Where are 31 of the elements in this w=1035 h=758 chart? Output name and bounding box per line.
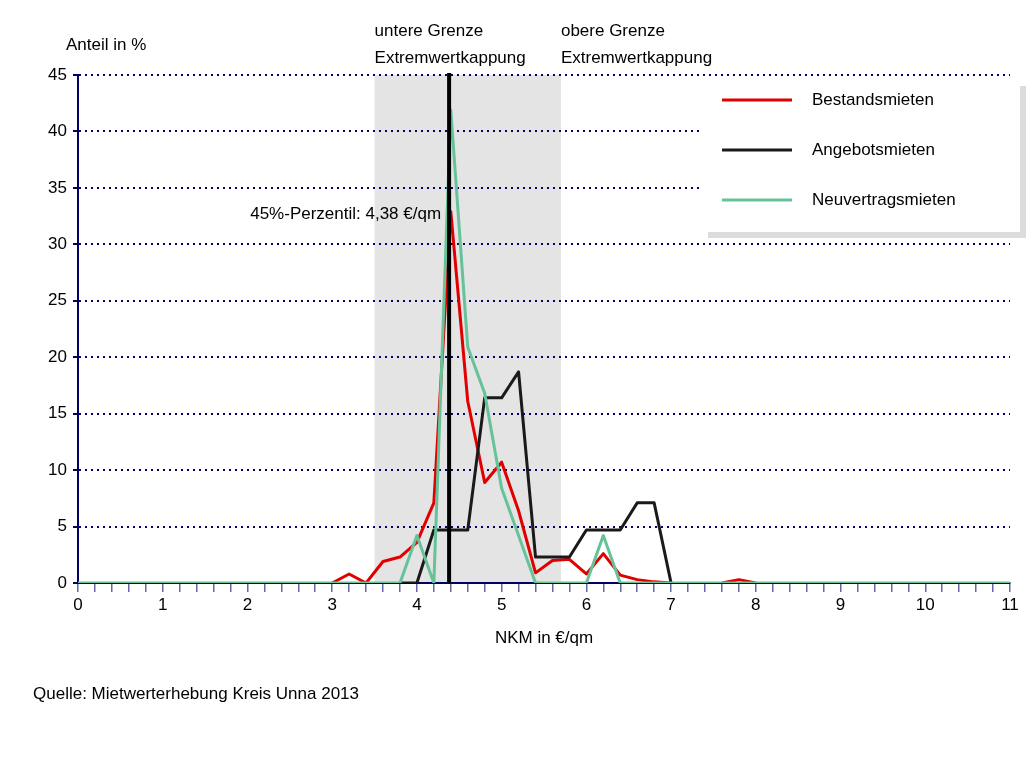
y-tick-label: 10 <box>48 459 67 479</box>
y-tick-label: 25 <box>48 290 67 310</box>
source-note: Quelle: Mietwerterhebung Kreis Unna 2013 <box>33 683 360 703</box>
y-tick-label: 20 <box>48 346 67 366</box>
x-tick-label: 11 <box>1001 594 1019 614</box>
x-tick-label: 4 <box>412 594 422 614</box>
y-tick-label: 40 <box>48 121 67 141</box>
x-tick-label: 6 <box>581 594 592 614</box>
y-tick-label: 0 <box>57 572 67 592</box>
legend-label: Neuvertragsmieten <box>812 189 956 209</box>
y-tick-label: 30 <box>48 234 67 254</box>
legend-label: Bestandsmieten <box>812 89 934 109</box>
x-tick-label: 2 <box>242 594 253 614</box>
y-tick-label: 5 <box>57 516 67 536</box>
ref-line-label: 45%-Perzentil: 4,38 €/qm <box>250 204 442 224</box>
x-tick-label: 8 <box>751 594 761 614</box>
y-tick-label: 45 <box>48 64 67 84</box>
annotation: untere Grenze Extremwertkappung <box>374 21 526 68</box>
x-axis-title: NKM in €/qm <box>494 628 594 648</box>
x-tick-label: 10 <box>915 594 935 614</box>
x-tick-label: 1 <box>157 594 168 614</box>
y-axis-title: Anteil in % <box>66 34 147 54</box>
y-tick-label: 35 <box>48 177 67 197</box>
x-tick-label: 9 <box>835 594 846 614</box>
legend-label: Angebotsmieten <box>812 139 935 159</box>
x-tick-label: 0 <box>73 594 83 614</box>
x-tick-label: 5 <box>496 594 507 614</box>
x-tick-label: 3 <box>327 594 337 614</box>
x-tick-label: 7 <box>666 594 676 614</box>
annotation: obere Grenze Extremwertkappung <box>560 21 713 68</box>
y-tick-label: 15 <box>48 403 67 423</box>
